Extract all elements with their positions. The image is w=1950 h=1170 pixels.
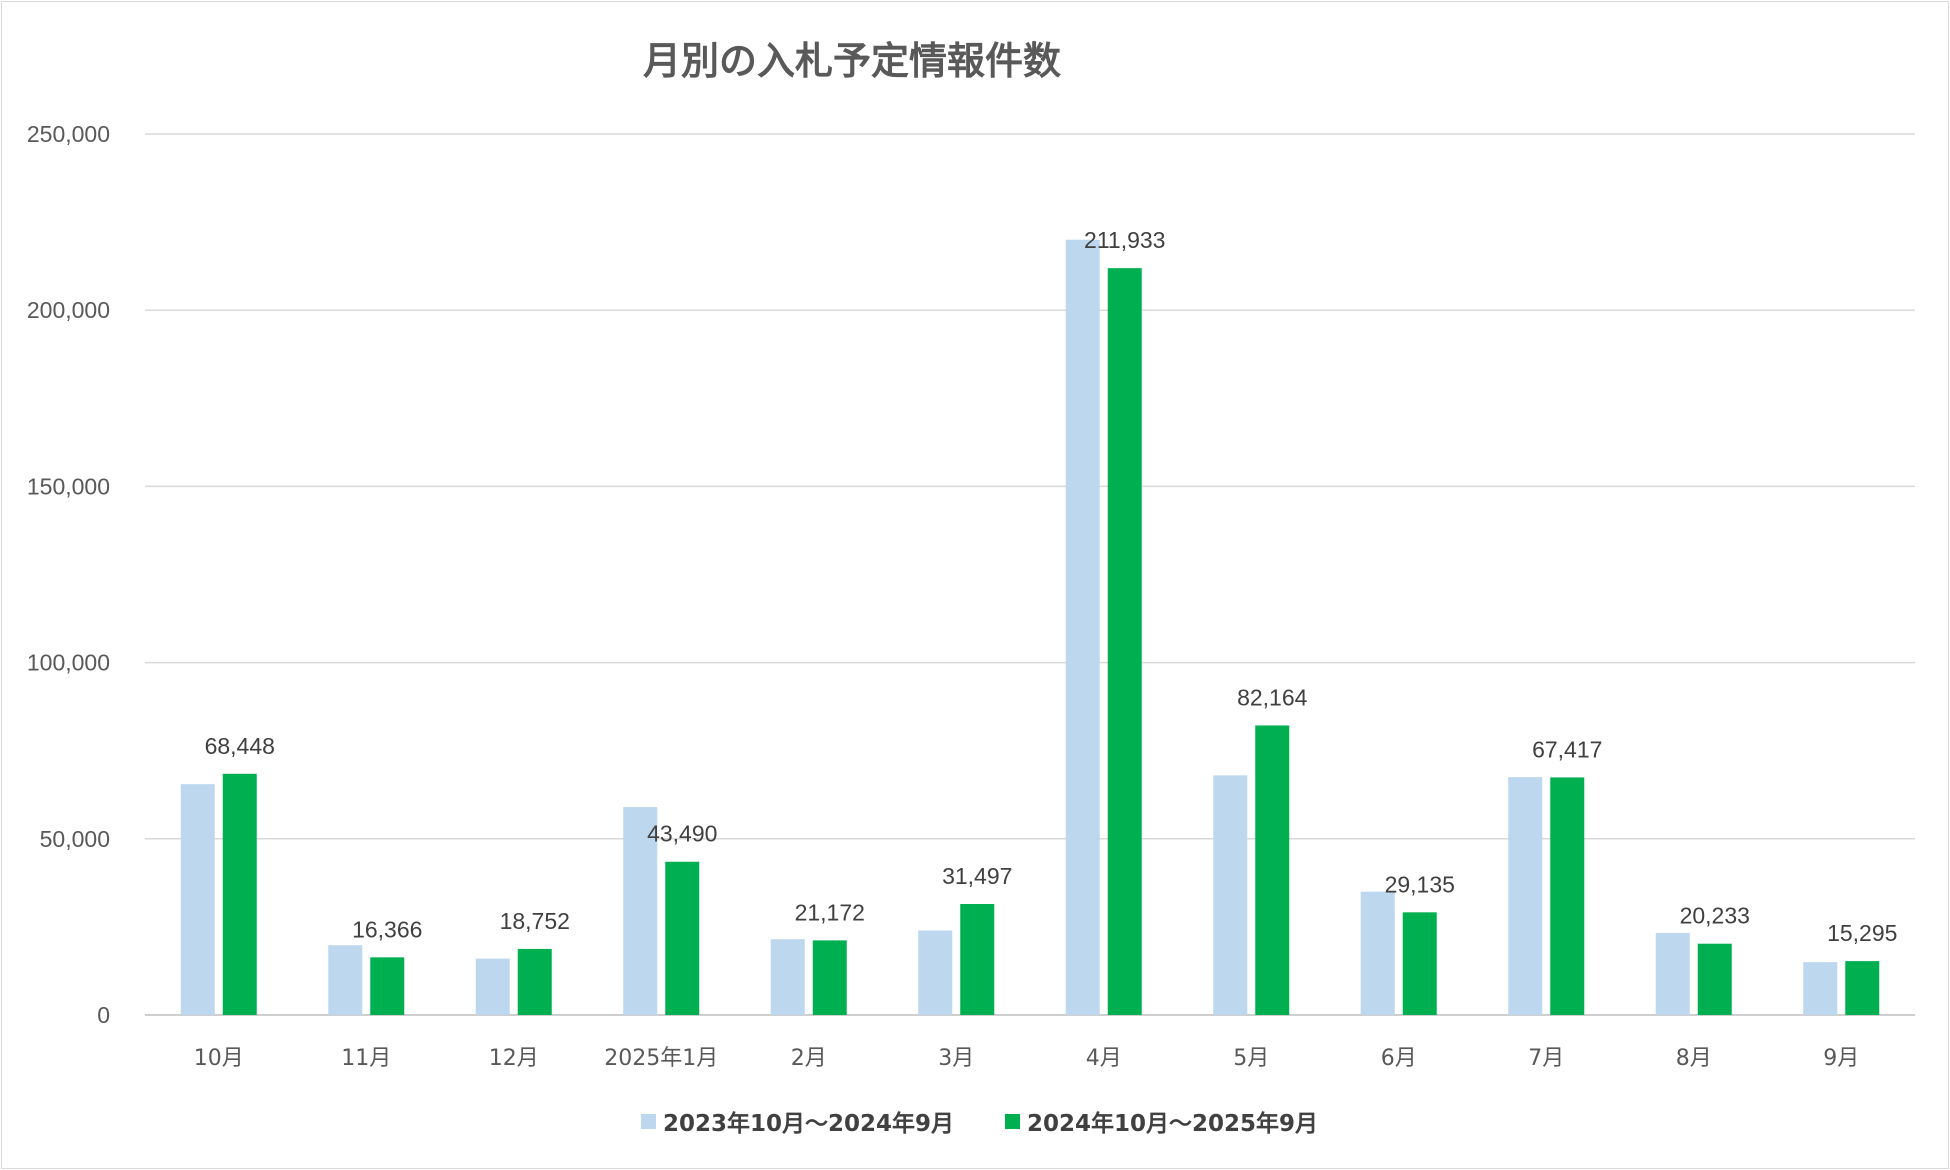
chart-title: 月別の入札予定情報件数 [643,39,1061,83]
bar-series-2-5 [812,940,847,1015]
data-label: 29,135 [1385,871,1455,897]
bar-series-2-3 [517,948,552,1015]
bar-series-1-3 [475,958,510,1015]
x-category-label: 5月 [1233,1046,1269,1071]
x-category-label: 2025年1月 [604,1046,718,1071]
bar-series-2-9 [1402,912,1437,1015]
y-tick-label: 0 [97,1002,110,1028]
y-tick-label: 50,000 [40,826,110,852]
bar-series-1-10 [1508,777,1543,1015]
data-label: 18,752 [500,908,570,934]
legend-label-1: 2023年10月～2024年9月 [663,1110,954,1137]
data-label: 43,490 [647,821,717,847]
x-category-label: 7月 [1528,1046,1564,1071]
x-category-label: 3月 [938,1046,974,1071]
bar-series-2-6 [960,904,995,1015]
bar-series-2-11 [1697,943,1732,1015]
bar-series-1-4 [623,807,658,1015]
y-tick-label: 100,000 [27,650,110,676]
x-category-label: 10月 [194,1046,244,1071]
bar-series-1-6 [918,930,953,1015]
y-tick-label: 150,000 [27,473,110,499]
bar-series-2-12 [1845,961,1880,1015]
bars [180,239,1880,1016]
data-label: 82,164 [1237,684,1308,710]
gridlines [145,133,1915,1016]
x-category-label: 2月 [791,1046,827,1071]
bar-series-1-2 [328,945,363,1015]
bar-series-1-9 [1360,891,1395,1015]
x-category-label: 4月 [1086,1046,1122,1071]
bar-series-1-1 [180,784,215,1015]
legend: 2023年10月～2024年9月 2024年10月～2025年9月 [641,1110,1318,1137]
data-label: 211,933 [1084,227,1165,253]
bar-series-1-11 [1655,932,1690,1015]
bar-series-1-8 [1213,775,1248,1015]
x-category-label: 11月 [341,1046,391,1071]
data-label: 20,233 [1680,903,1750,929]
legend-swatch-1 [641,1114,656,1129]
legend-swatch-2 [1005,1114,1020,1129]
y-tick-label: 200,000 [27,297,110,323]
data-label: 15,295 [1827,920,1897,946]
data-labels: 68,448 16,366 18,752 43,490 21,172 31,497 211,… [205,227,1898,946]
y-axis-ticks: 0 50,000 100,000 150,000 200,000 250,000 [27,121,110,1028]
bar-series-1-5 [770,939,805,1015]
data-label: 31,497 [942,863,1012,889]
bar-series-1-12 [1803,962,1838,1015]
x-category-label: 12月 [489,1046,539,1071]
x-category-label: 8月 [1676,1046,1712,1071]
bar-series-2-4 [665,861,700,1015]
legend-label-2: 2024年10月～2025年9月 [1027,1110,1318,1137]
data-label: 16,366 [352,916,422,942]
data-label: 21,172 [795,899,865,925]
bar-series-2-1 [222,773,257,1015]
data-label: 68,448 [205,733,275,759]
y-tick-label: 250,000 [27,121,110,147]
x-category-label: 9月 [1823,1046,1859,1071]
bar-series-2-8 [1255,725,1290,1015]
bar-series-1-7 [1065,239,1100,1016]
bar-series-2-10 [1550,777,1585,1015]
data-label: 67,417 [1532,736,1602,762]
bar-series-2-2 [370,957,405,1015]
x-axis-categories: 10月 11月 12月 2025年1月 2月 3月 4月 5月 6月 7月 8月 9月 [194,1046,1860,1071]
bar-series-2-7 [1107,268,1142,1016]
x-category-label: 6月 [1381,1046,1417,1071]
